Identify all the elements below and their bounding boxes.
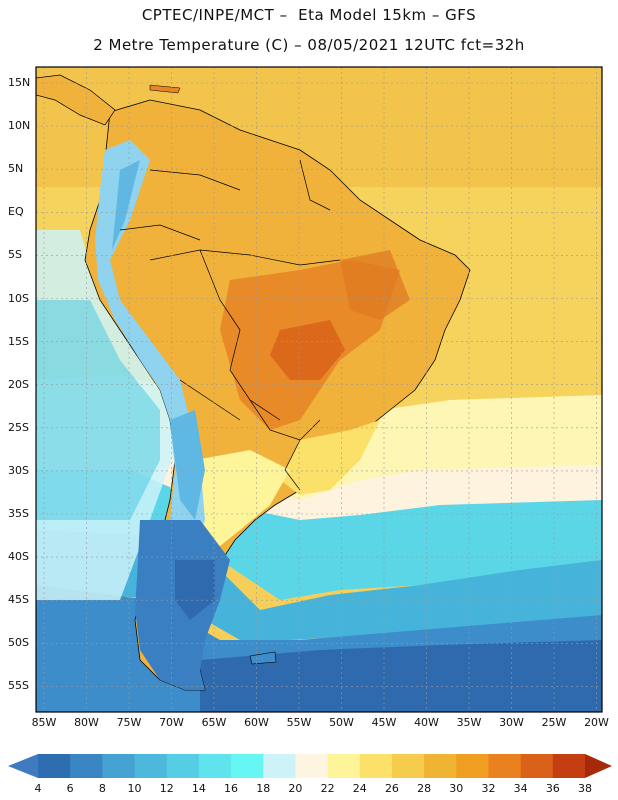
lat-tick-label: 5S [8,248,22,262]
map-frame [35,66,603,713]
lat-tick-label: 20S [8,377,29,391]
lon-tick-label: 65W [201,716,227,729]
patagonia-cold-core [175,560,215,620]
southern-brazil-cool-zone [280,420,380,495]
lon-tick-label: 35W [456,716,482,729]
colorbar-label: 28 [417,782,432,795]
colorbar-segment [552,754,586,778]
colorbar-segment [263,754,296,778]
colorbar-segment [295,754,329,778]
lon-tick-label: 40W [414,716,439,729]
border-guianas [299,159,331,211]
colorbar-segment [38,754,71,778]
colorbar-segment [359,754,393,778]
border-paraguay [249,399,321,441]
colorbar [8,754,612,778]
colorbar-label: 32 [481,782,496,795]
colorbar-label: 12 [159,782,174,795]
lat-tick-label: EQ [8,205,24,219]
lon-tick-label: 85W [31,716,57,729]
colorbar-segment [70,754,103,778]
border-bolivia [199,249,281,421]
colorbar-label: 26 [384,782,399,795]
graticule [36,67,602,712]
colorbar-label: 16 [224,782,239,795]
colorbar-arrow-high [585,754,612,778]
lat-tick-label: 25S [8,420,29,434]
border-colombia [149,169,241,191]
pacific-teal-strip [36,300,160,520]
colorbar-arrow-low [8,754,38,778]
lat-tick-label: 30S [8,463,29,477]
lon-tick-label: 60W [244,716,269,729]
andes-cold-ridge [95,140,205,630]
lon-tick-label: 45W [371,716,397,729]
central-america-land [35,74,116,126]
andes-north-ridge [112,160,140,250]
lat-tick-label: 35S [8,507,29,520]
colorbar-label: 10 [127,782,142,795]
andes-central-ridge [170,410,205,520]
border-peru [119,224,201,241]
ocean-cold-band [200,640,602,712]
colorbar-label: 8 [98,782,106,795]
colorbar-label: 6 [66,782,74,795]
hottest-zone [270,320,345,380]
falkland-islands [249,651,277,665]
lat-tick-label: 10N [8,119,31,133]
lat-tick-label: 10S [8,291,29,305]
colorbar-segment [134,754,168,778]
lat-tick-label: 5N [8,162,24,176]
lat-tick-label: 45S [8,593,29,607]
lon-tick-label: 80W [74,716,99,729]
lat-tick-label: 50S [8,636,29,650]
colorbar-label: 14 [191,782,206,795]
lon-tick-label: 55W [286,716,312,729]
colorbar-label: 20 [288,782,303,795]
colorbar-label: 22 [320,782,335,795]
colorbar-segment [102,754,136,778]
colorbar-segment [198,754,232,778]
colorbar-label: 38 [578,782,592,795]
colorbar-segment [456,754,489,778]
lon-tick-label: 25W [541,716,567,729]
lat-tick-label: 40S [8,550,29,564]
colorbar-segment [231,754,264,778]
lon-tick-label: 50W [329,716,354,729]
lat-tick-label: 15S [8,334,29,348]
colorbar-segment [520,754,554,778]
lon-tick-label: 70W [159,716,184,729]
lon-tick-label: 30W [499,716,524,729]
colorbar-segment [166,754,200,778]
pampas-zone [195,450,290,550]
colorbar-segment [488,754,522,778]
colorbar-label: 34 [513,782,528,795]
lat-tick-label: 15N [8,76,31,89]
caribbean-island [149,84,181,94]
colorbar-segment [327,754,361,778]
map-title-line-2: 2 Metre Temperature (C) – 08/05/2021 12U… [93,36,525,54]
northeast-hot-zone [340,250,410,320]
colorbar-label: 24 [352,782,367,795]
colorbar-label: 30 [449,782,464,795]
map-panel [35,66,603,713]
colorbar-label: 4 [34,782,42,795]
border-uruguay [284,439,301,491]
colorbar-label: 36 [545,782,560,795]
colorbar-label: 18 [256,782,271,795]
map-title-line-1: CPTEC/INPE/MCT – Eta Model 15km – GFS [141,6,477,24]
lon-tick-label: 75W [116,716,142,729]
lat-tick-label: 55S [8,679,29,693]
colorbar-segment [424,754,457,778]
country-borders [119,159,341,491]
border-chile-argentina [179,379,241,421]
lon-tick-label: 20W [584,716,609,729]
border-north [149,249,341,266]
colorbar-segment [391,754,425,778]
